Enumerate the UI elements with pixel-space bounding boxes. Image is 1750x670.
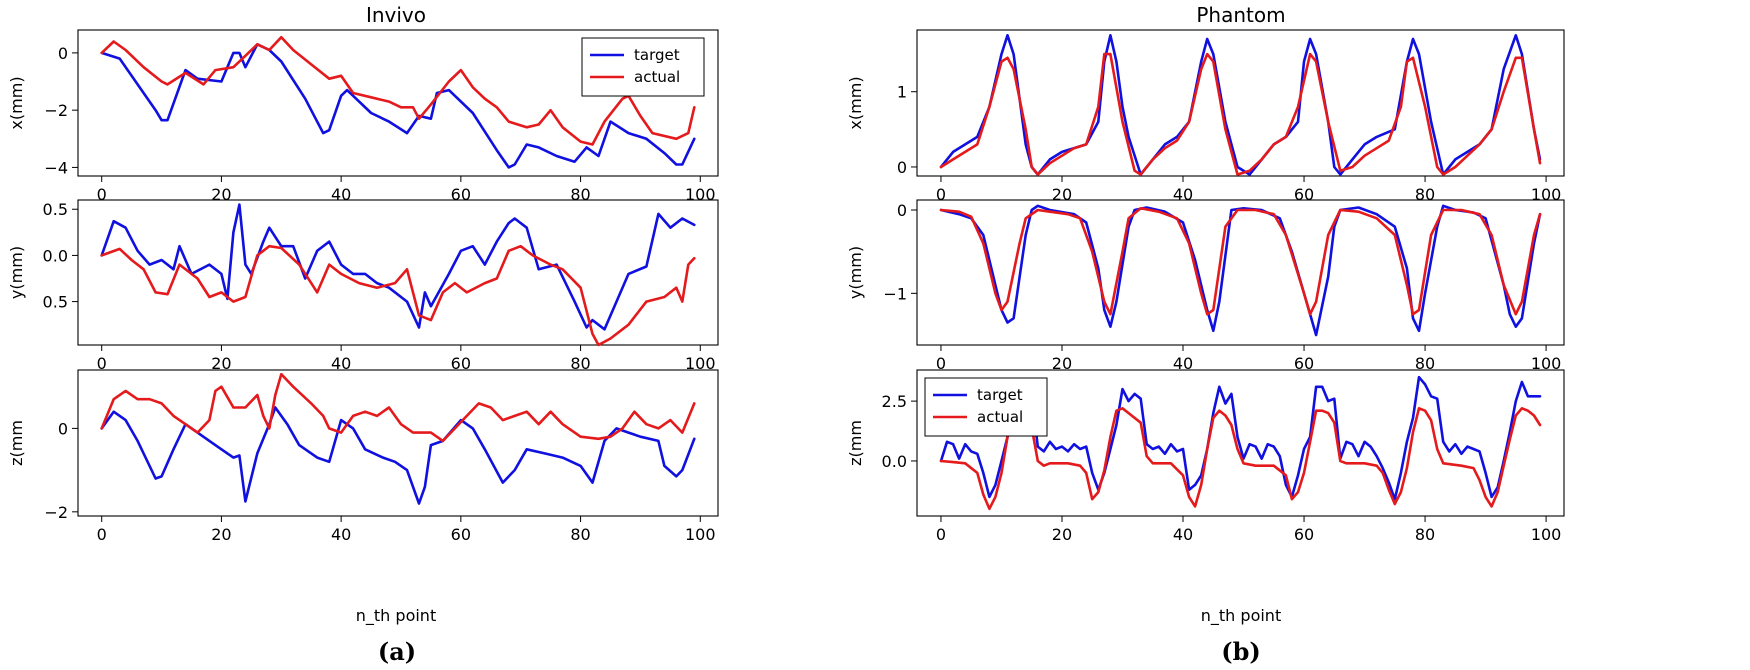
invivo-y-xtick-label: 0: [97, 354, 107, 373]
invivo-x-ylabel: x(mm): [7, 76, 26, 129]
invivo-y-subplot: 0 20 40 60 80 100 0.5 0.0 0.5 y(mm): [7, 199, 719, 373]
phantom-x-ytick-label: 1: [897, 83, 907, 102]
invivo-x-series-target: [100, 42, 696, 169]
invivo-z-xtick-label: 20: [211, 525, 231, 544]
invivo-z-axes-frame: [77, 369, 719, 517]
phantom-y-series-target: [939, 204, 1542, 337]
invivo-z-xtick-label: 80: [570, 525, 590, 544]
phantom-z-xtick-label: 0: [936, 525, 946, 544]
invivo-x-xtick-label: 40: [331, 185, 351, 204]
phantom-x-xtick-label: 20: [1052, 185, 1072, 204]
phantom-z-legend: target actual: [924, 377, 1048, 437]
invivo-z-series-target: [100, 406, 696, 505]
phantom-z-series-target: [939, 375, 1542, 501]
invivo-z-subplot: 0 20 40 60 80 100 0 −2 z(mm: [7, 369, 719, 544]
invivo-z-ylabel: z(mm: [7, 420, 26, 466]
phantom-y-subplot: 0 20 40 60 80 100 0 −1 y(mm): [846, 199, 1565, 373]
invivo-z-series-actual: [100, 372, 696, 443]
invivo-y-ytick-label: 0.5: [43, 200, 68, 219]
phantom-z-ytick-label: 0.0: [882, 452, 907, 471]
invivo-x-legend: target actual: [581, 37, 705, 97]
phantom-x-ytick-label: 0: [897, 158, 907, 177]
phantom-y-ylabel: y(mm): [846, 246, 865, 299]
invivo-y-ytick-label: 0.0: [43, 246, 68, 265]
invivo-z-xtick-label: 100: [685, 525, 716, 544]
phantom-x-xtick-label: 0: [936, 185, 946, 204]
invivo-x-xtick-label: 20: [211, 185, 231, 204]
invivo-z-ytick-label: −2: [44, 503, 68, 522]
phantom-x-xtick-label: 60: [1294, 185, 1314, 204]
invivo-y-xtick-label: 20: [211, 354, 231, 373]
invivo-x-xtick-label: 100: [685, 185, 716, 204]
invivo-x-legend-label-actual: actual: [634, 68, 680, 86]
phantom-z-xtick-label: 60: [1294, 525, 1314, 544]
phantom-z-legend-label-target: target: [977, 386, 1023, 404]
invivo-title: Invivo: [366, 3, 426, 27]
phantom-z-xtick-label: 80: [1415, 525, 1435, 544]
panel-label-b: (b): [1221, 637, 1261, 666]
invivo-y-xtick-label: 100: [685, 354, 716, 373]
phantom-y-ytick-label: −1: [883, 284, 907, 303]
invivo-y-ytick-label: 0.5: [43, 293, 68, 312]
invivo-z-xtick-label: 40: [331, 525, 351, 544]
phantom-y-axes-frame: [916, 199, 1565, 346]
panel-label-a: (a): [378, 637, 416, 666]
invivo-x-subplot: 0 20 40 60 80 100 −4 −2 0 x(mm) target actual: [7, 29, 719, 204]
phantom-z-ytick-label: 2.5: [882, 392, 907, 411]
invivo-x-xtick-label: 80: [570, 185, 590, 204]
phantom-y-xtick-label: 40: [1173, 354, 1193, 373]
invivo-y-axes-frame: [77, 199, 719, 346]
invivo-y-series-target: [100, 203, 696, 331]
phantom-z-legend-label-actual: actual: [977, 408, 1023, 426]
invivo-xlabel: n_th point: [356, 606, 436, 626]
invivo-x-legend-label-target: target: [634, 46, 680, 64]
phantom-z-xtick-label: 40: [1173, 525, 1193, 544]
invivo-y-xtick-label: 40: [331, 354, 351, 373]
phantom-y-series-actual: [939, 207, 1542, 316]
phantom-z-axes-frame: [916, 369, 1565, 517]
phantom-title: Phantom: [1196, 3, 1285, 27]
phantom-x-xtick-label: 40: [1173, 185, 1193, 204]
phantom-z-xtick-label: 100: [1531, 525, 1562, 544]
phantom-z-xtick-label: 20: [1052, 525, 1072, 544]
invivo-z-xtick-label: 0: [97, 525, 107, 544]
invivo-y-series-actual: [100, 244, 696, 347]
phantom-x-xtick-label: 100: [1531, 185, 1562, 204]
invivo-y-xtick-label: 60: [451, 354, 471, 373]
phantom-x-ylabel: x(mm): [846, 76, 865, 129]
phantom-y-xtick-label: 60: [1294, 354, 1314, 373]
phantom-x-subplot: 0 20 40 60 80 100 0 1 x(mm): [846, 29, 1565, 204]
invivo-y-xtick-label: 80: [570, 354, 590, 373]
invivo-x-ytick-label: −2: [44, 101, 68, 120]
invivo-x-xtick-label: 0: [97, 185, 107, 204]
phantom-x-axes-frame: [916, 29, 1565, 177]
phantom-x-series-actual: [939, 52, 1542, 176]
invivo-y-ylabel: y(mm): [7, 246, 26, 299]
phantom-z-subplot: 0 20 40 60 80 100 0.0 2.5 z(mm target actual: [846, 369, 1565, 544]
phantom-y-xtick-label: 0: [936, 354, 946, 373]
phantom-z-legend-box: [924, 377, 1048, 437]
invivo-x-legend-box: [581, 37, 705, 97]
phantom-y-xtick-label: 100: [1531, 354, 1562, 373]
phantom-y-xtick-label: 80: [1415, 354, 1435, 373]
phantom-xlabel: n_th point: [1201, 606, 1281, 626]
phantom-y-ytick-label: 0: [897, 201, 907, 220]
invivo-x-xtick-label: 60: [451, 185, 471, 204]
phantom-x-xtick-label: 80: [1415, 185, 1435, 204]
invivo-x-series-actual: [100, 35, 696, 146]
invivo-x-axes-frame: [77, 29, 719, 177]
invivo-x-ytick-label: −4: [44, 158, 68, 177]
invivo-z-xtick-label: 60: [451, 525, 471, 544]
phantom-y-xtick-label: 20: [1052, 354, 1072, 373]
invivo-z-ytick-label: 0: [58, 419, 68, 438]
phantom-z-ylabel: z(mm: [846, 420, 865, 466]
invivo-x-ytick-label: 0: [58, 44, 68, 63]
phantom-z-series-actual: [939, 406, 1542, 511]
